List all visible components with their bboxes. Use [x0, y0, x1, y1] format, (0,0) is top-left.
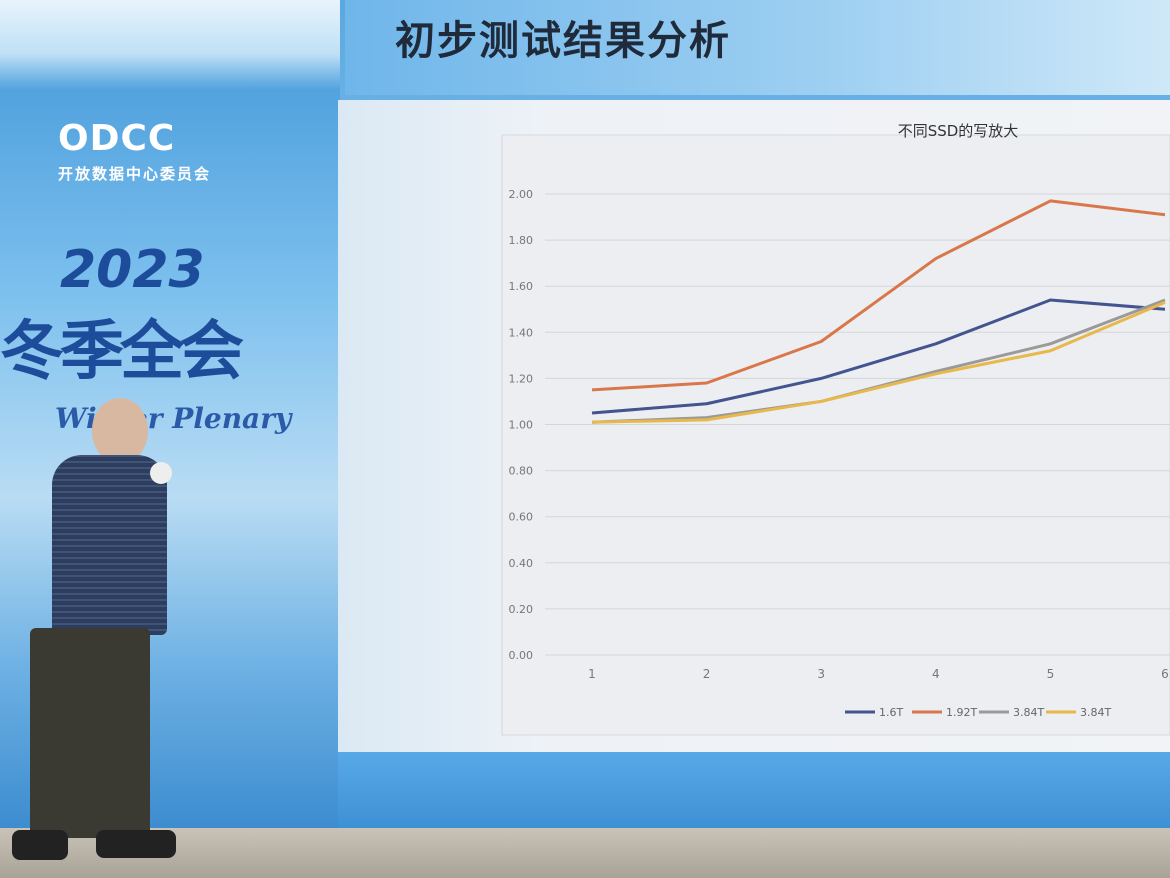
series-line-1.92T — [591, 199, 1166, 392]
y-tick-label: 0.80 — [509, 465, 534, 478]
event-year: 2023 — [60, 240, 205, 300]
x-tick-label: 5 — [1047, 667, 1055, 681]
series-line-3.84T — [591, 300, 1166, 424]
y-tick-label: 1.60 — [509, 280, 534, 293]
slide-title: 初步测试结果分析 — [395, 18, 731, 64]
odcc-logo: ODCC 开放数据中心委员会 — [58, 118, 211, 184]
logo-subtitle: 开放数据中心委员会 — [58, 165, 212, 183]
presenter-shoe-right — [96, 830, 176, 858]
y-tick-label: 1.40 — [509, 326, 534, 339]
legend-label: 1.92T — [946, 706, 977, 719]
x-tick-label: 2 — [703, 667, 711, 681]
microphone-icon — [150, 462, 172, 484]
y-tick-label: 2.00 — [509, 188, 534, 201]
y-tick-label: 1.80 — [509, 234, 534, 247]
screen-bottom-band — [338, 752, 1170, 832]
y-tick-label: 0.40 — [509, 557, 534, 570]
presenter-shoe-left — [12, 830, 68, 860]
y-tick-label: 0.20 — [509, 603, 534, 616]
x-tick-label: 3 — [817, 667, 825, 681]
snow-decoration — [0, 0, 340, 90]
chart-title: 不同SSD的写放大 — [898, 122, 1019, 140]
x-tick-label: 6 — [1161, 667, 1169, 681]
y-tick-label: 1.00 — [509, 419, 534, 432]
legend-label: 3.84T — [1013, 706, 1044, 719]
y-tick-label: 0.00 — [509, 649, 534, 662]
presenter-head — [92, 398, 148, 464]
x-tick-label: 4 — [932, 667, 940, 681]
slide-header — [345, 0, 1170, 95]
chart-area — [501, 134, 1170, 736]
legend-label: 3.84T — [1080, 706, 1111, 719]
y-tick-label: 1.20 — [509, 372, 534, 385]
presenter-shirt — [52, 455, 167, 635]
legend-label: 1.6T — [879, 706, 903, 719]
event-name: 冬季全会 — [0, 315, 244, 389]
logo-text: ODCC — [58, 118, 176, 159]
series-line-1.6T — [591, 298, 1166, 415]
presenter-trousers — [30, 628, 150, 838]
x-tick-label: 1 — [588, 667, 596, 681]
stage-floor — [0, 828, 1170, 878]
y-tick-label: 0.60 — [509, 511, 534, 524]
